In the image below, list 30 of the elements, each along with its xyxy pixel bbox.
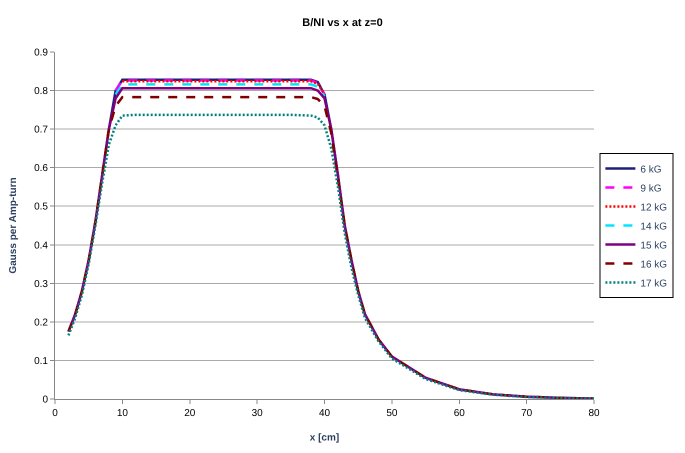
x-tick-label: 70 <box>521 408 533 419</box>
y-tick-label: 0 <box>42 394 48 406</box>
x-tick-label: 40 <box>318 408 330 419</box>
x-tick-label: 10 <box>116 408 128 419</box>
legend-label: 14 kG <box>640 221 668 232</box>
y-axis-title: Gauss per Amp-turn <box>8 177 20 274</box>
x-tick-label: 60 <box>454 408 466 419</box>
y-tick-label: 0.9 <box>34 48 48 58</box>
y-tick-label: 0.2 <box>34 317 48 328</box>
y-tick-label: 0.3 <box>34 278 48 290</box>
y-tick-label: 0.4 <box>34 240 48 252</box>
y-tick-label: 0.6 <box>34 163 48 174</box>
x-tick-label: 50 <box>386 408 398 419</box>
legend-label: 6 kG <box>640 164 662 176</box>
x-tick-label: 30 <box>252 408 264 419</box>
legend-label: 12 kG <box>640 202 668 214</box>
x-tick-label: 80 <box>588 408 600 419</box>
legend-label: 16 kG <box>640 259 668 270</box>
legend-label: 17 kG <box>640 278 668 290</box>
x-tick-label: 20 <box>184 408 196 419</box>
legend-label: 15 kG <box>640 240 668 252</box>
chart-title: B/NI vs x at z=0 <box>302 16 383 29</box>
x-tick-label: 0 <box>52 408 58 419</box>
y-tick-label: 0.5 <box>34 202 48 213</box>
line-series <box>114 83 326 98</box>
x-axis-title: x [cm] <box>310 432 340 444</box>
y-tick-label: 0.7 <box>34 124 48 136</box>
legend-label: 9 kG <box>640 183 662 194</box>
y-tick-label: 0.1 <box>34 356 48 367</box>
y-tick-label: 0.8 <box>34 86 48 98</box>
